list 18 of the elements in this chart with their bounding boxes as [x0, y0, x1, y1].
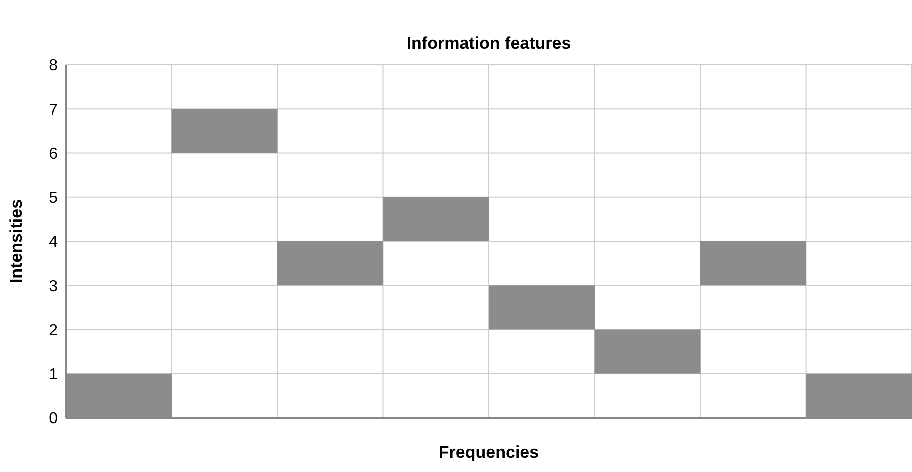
chart-title: Information features [406, 34, 572, 54]
y-tick-label: 1 [49, 366, 58, 384]
y-tick-label: 7 [49, 102, 58, 119]
y-axis-title: Intensities [7, 199, 26, 284]
y-tick-label: 8 [49, 58, 58, 75]
bar [172, 109, 278, 154]
x-axis-title: Frequencies [438, 443, 540, 462]
y-tick-label: 5 [49, 190, 58, 208]
y-tick-label: 6 [49, 146, 58, 163]
y-tick-label: 2 [49, 322, 58, 340]
bar [278, 242, 384, 286]
bar [489, 286, 595, 330]
y-tick-label: 0 [49, 410, 58, 428]
y-tick-label: 3 [49, 278, 58, 296]
y-tick-label: 4 [49, 234, 58, 252]
bar [594, 330, 701, 374]
bar [383, 197, 490, 242]
bar [700, 242, 806, 286]
